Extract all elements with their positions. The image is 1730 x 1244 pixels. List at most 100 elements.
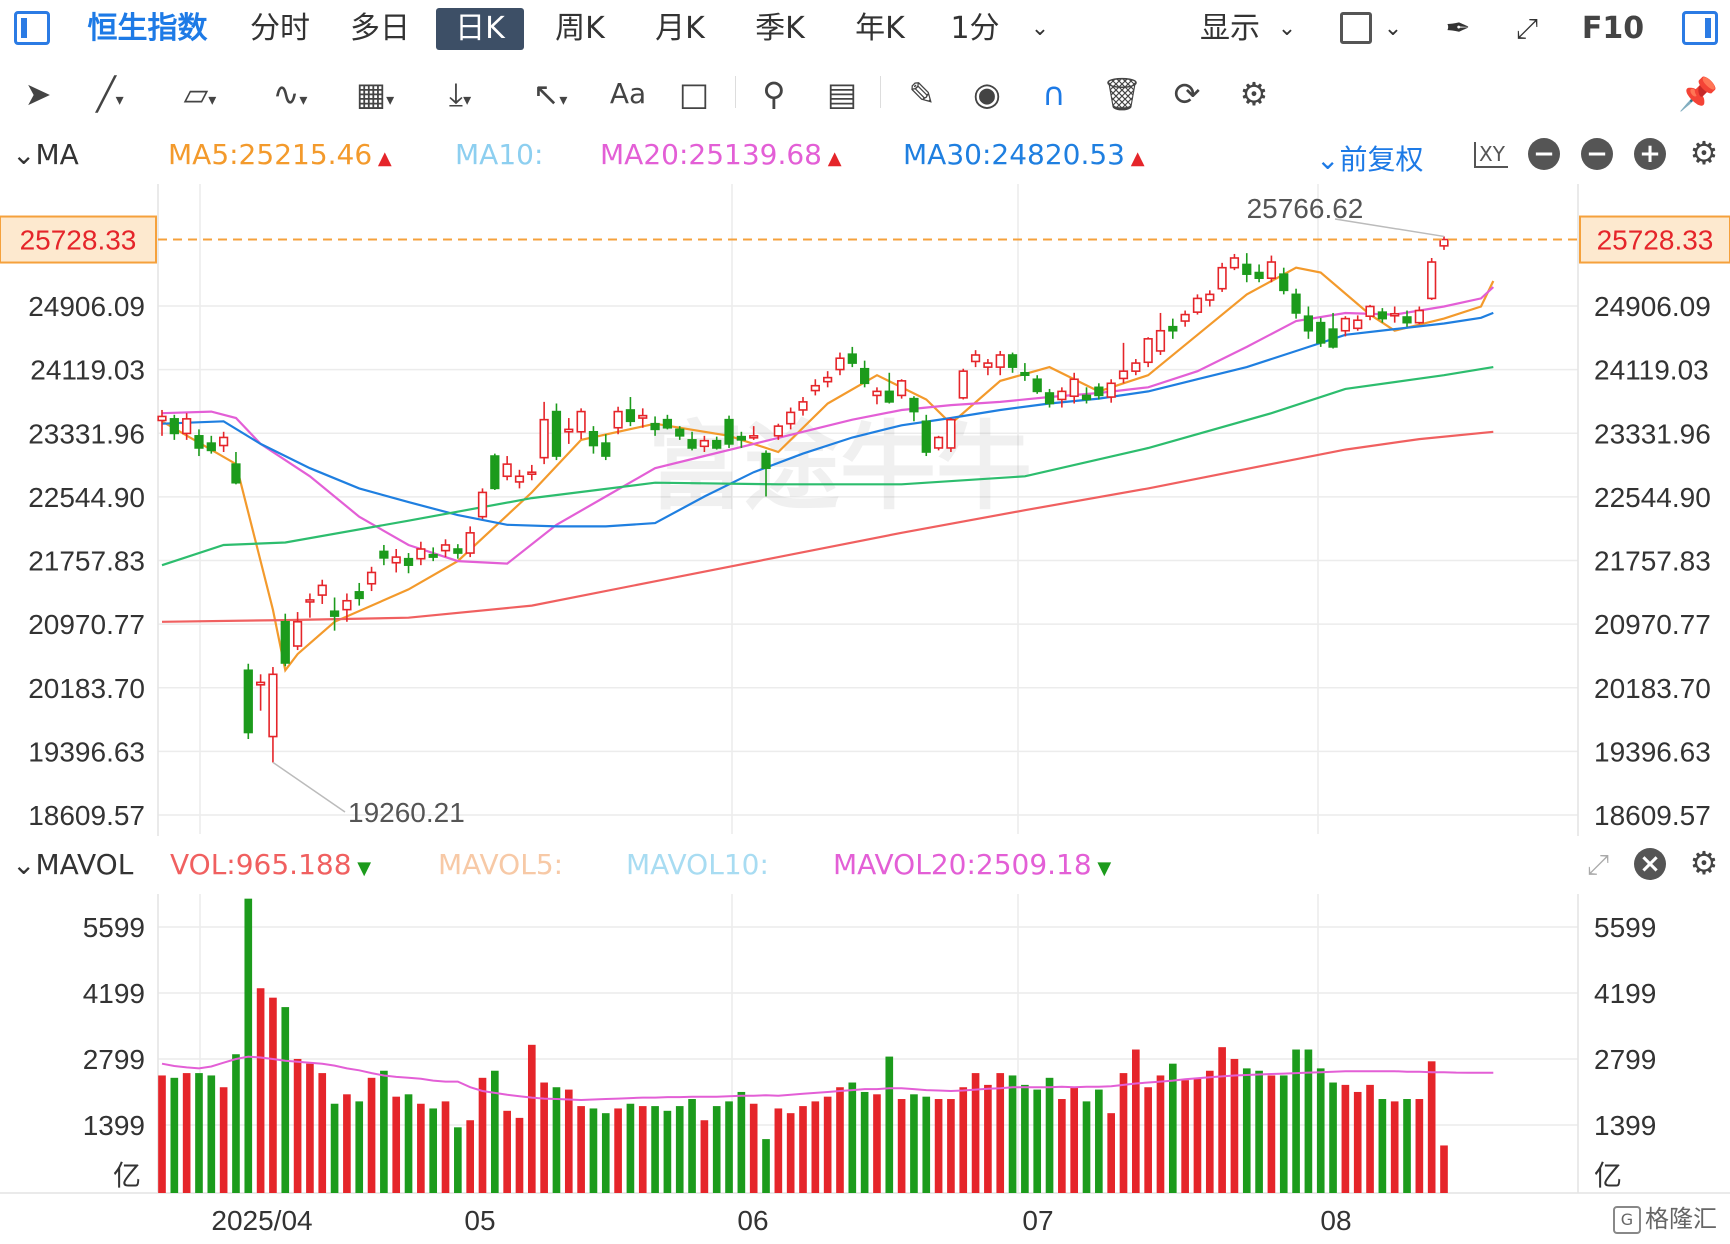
volume-bar bbox=[1279, 1075, 1288, 1193]
tab-intraday[interactable]: 分时 bbox=[250, 11, 310, 46]
tab-multi-day[interactable]: 多日 bbox=[350, 11, 410, 46]
volume-bar bbox=[1168, 1063, 1177, 1193]
index-title[interactable]: 恒生指数 bbox=[87, 11, 208, 46]
search-icon[interactable]: ⚲ bbox=[762, 75, 786, 113]
right-panel-toggle-icon[interactable] bbox=[1682, 11, 1718, 45]
volume-bar bbox=[577, 1106, 585, 1193]
price-tick-right: 23331.96 bbox=[1594, 418, 1711, 449]
indicator-chart-icon[interactable]: ▤ bbox=[826, 75, 858, 113]
volume-bar bbox=[281, 1007, 290, 1193]
collapse-icon[interactable]: − bbox=[1528, 138, 1560, 170]
volume-bar bbox=[1033, 1089, 1042, 1193]
sync-icon[interactable]: ⟳ bbox=[1173, 75, 1201, 113]
volume-bar bbox=[1058, 1099, 1066, 1193]
candle-body bbox=[1353, 319, 1363, 330]
tab-daily-k[interactable]: 日K bbox=[436, 8, 524, 50]
adjust-dropdown[interactable]: ⌄前复权 bbox=[1316, 143, 1424, 176]
candle-body bbox=[1020, 371, 1030, 377]
candle-body bbox=[1266, 261, 1277, 279]
ma-indicator-dropdown[interactable]: ⌄MA bbox=[12, 138, 79, 171]
volume-bar bbox=[885, 1056, 894, 1193]
candle-body bbox=[1069, 378, 1079, 398]
brush-icon[interactable]: ✒ bbox=[1445, 11, 1471, 46]
wave-tool-icon[interactable]: ∿▾ bbox=[272, 75, 308, 113]
candle-body bbox=[1229, 257, 1240, 269]
text-tool-icon[interactable]: Aa bbox=[609, 77, 647, 110]
tab-weekly-k[interactable]: 周K bbox=[555, 11, 605, 46]
time-axis-label: 2025/04 bbox=[211, 1205, 312, 1236]
zoom-out-icon[interactable]: − bbox=[1581, 138, 1613, 170]
period-chevron-down-icon[interactable]: ⌄ bbox=[1030, 16, 1050, 41]
volume-bar bbox=[441, 1101, 450, 1193]
volume-bar bbox=[293, 1058, 302, 1193]
eye-icon[interactable]: ◉ bbox=[973, 75, 1001, 113]
tab-monthly-k[interactable]: 月K bbox=[655, 11, 705, 46]
arrow-tool-icon[interactable]: ↖▾ bbox=[532, 75, 568, 113]
toolbar-divider bbox=[880, 76, 881, 108]
zoom-in-icon[interactable]: + bbox=[1634, 138, 1666, 170]
volume-settings-gear-icon[interactable]: ⚙ bbox=[1689, 844, 1719, 882]
candle-body bbox=[933, 436, 944, 449]
level-tool-icon[interactable]: ⤓▾ bbox=[448, 75, 472, 113]
trash-icon[interactable]: 🗑 bbox=[1101, 75, 1143, 113]
candle-body bbox=[896, 380, 907, 397]
comment-tool-icon[interactable]: □ bbox=[678, 75, 710, 113]
f10-button[interactable]: F10 bbox=[1581, 11, 1645, 46]
fullscreen-icon[interactable]: ⤢ bbox=[1515, 12, 1539, 45]
price-tick-left: 18609.57 bbox=[28, 800, 145, 831]
candle-body bbox=[749, 435, 759, 439]
tab-1-minute[interactable]: 1分 bbox=[950, 11, 1000, 46]
expand-icon[interactable]: ⤢ bbox=[1586, 848, 1610, 881]
gear-icon[interactable]: ⚙ bbox=[1239, 75, 1269, 113]
display-menu-button[interactable]: 显示 bbox=[1200, 11, 1260, 46]
ma-settings-gear-icon[interactable]: ⚙ bbox=[1689, 134, 1719, 172]
volume-bar bbox=[712, 1106, 721, 1193]
volume-bar bbox=[1193, 1077, 1202, 1193]
candle-body bbox=[305, 599, 315, 603]
candle-body bbox=[514, 475, 525, 483]
pen-icon[interactable]: ✎ bbox=[908, 75, 936, 113]
volume-bar bbox=[182, 1073, 191, 1193]
candle-body bbox=[1155, 329, 1166, 352]
candle-body bbox=[465, 532, 475, 554]
candle-body bbox=[1143, 338, 1153, 364]
fibonacci-tool-icon[interactable]: ▦▾ bbox=[355, 75, 395, 113]
channel-tool-icon[interactable]: ▱▾ bbox=[183, 75, 217, 113]
candle-body bbox=[884, 390, 894, 403]
close-volume-icon[interactable]: × bbox=[1634, 848, 1666, 880]
tab-yearly-k[interactable]: 年K bbox=[855, 11, 905, 46]
magnet-icon[interactable]: ∩ bbox=[1042, 75, 1066, 113]
price-tick-left: 20183.70 bbox=[28, 673, 145, 704]
drawing-toolbar: ➤ ╱▾ ▱▾ ∿▾ ▦▾ ⤓▾ ↖▾ Aa □ ⚲ ▤ ✎ ◉ ∩ 🗑 ⟳ ⚙… bbox=[0, 58, 1730, 125]
volume-bar bbox=[244, 898, 253, 1193]
vol-indicator-dropdown[interactable]: ⌄MAVOL bbox=[12, 848, 134, 881]
layout-chevron-down-icon[interactable]: ⌄ bbox=[1383, 16, 1403, 41]
volume-bar bbox=[1341, 1084, 1350, 1193]
volume-bar bbox=[860, 1091, 869, 1193]
volume-bar bbox=[1070, 1087, 1079, 1193]
tab-quarterly-k[interactable]: 季K bbox=[755, 11, 805, 46]
volume-bar bbox=[1440, 1145, 1448, 1193]
volume-bar bbox=[1095, 1089, 1103, 1193]
candle-body bbox=[970, 354, 981, 363]
xy-axis-icon[interactable]: XY bbox=[1474, 142, 1508, 168]
display-chevron-down-icon[interactable]: ⌄ bbox=[1277, 16, 1297, 41]
volume-bar bbox=[1255, 1070, 1263, 1193]
volume-bar bbox=[589, 1108, 598, 1193]
time-axis-label: 08 bbox=[1320, 1205, 1351, 1236]
sidebar-toggle-icon[interactable] bbox=[14, 11, 50, 45]
pin-icon[interactable]: 📌 bbox=[1678, 75, 1718, 113]
ma-line-ma20 bbox=[161, 286, 1495, 565]
volume-tick-right: 5599 bbox=[1594, 912, 1656, 943]
layout-square-icon[interactable] bbox=[1340, 12, 1372, 44]
candle-body bbox=[662, 418, 673, 429]
line-tool-icon[interactable]: ╱▾ bbox=[96, 75, 124, 113]
volume-bar bbox=[380, 1070, 388, 1193]
price-tick-left: 21757.83 bbox=[28, 546, 145, 577]
ma-line-ma60 bbox=[161, 366, 1494, 567]
axes: 24906.09 24906.09 24119.03 24119.03 23331.96… bbox=[0, 193, 1730, 1236]
cursor-icon[interactable]: ➤ bbox=[24, 75, 52, 113]
price-tick-right: 20970.77 bbox=[1594, 609, 1711, 640]
candle-body bbox=[206, 442, 216, 452]
